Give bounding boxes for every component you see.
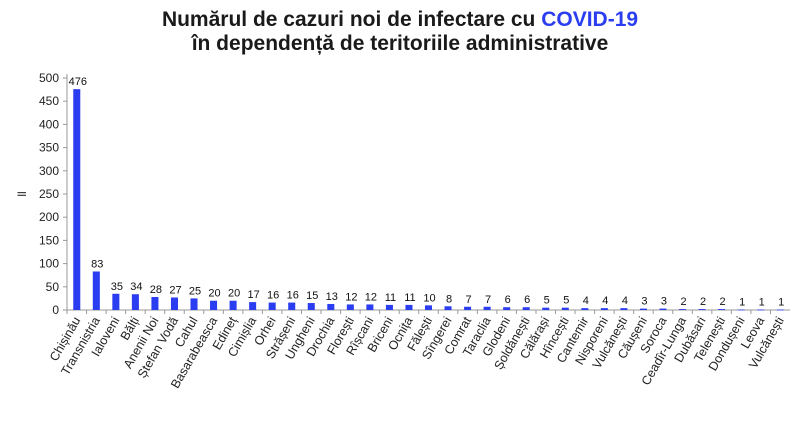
bar [542,307,550,310]
data-label: 15 [306,290,318,302]
y-tick-label: 400 [39,117,59,131]
bar [92,271,100,310]
data-label: 2 [680,296,686,308]
y-tick-label: 150 [39,233,59,247]
bar [424,305,433,310]
data-label: 17 [248,289,260,301]
bar [483,306,491,310]
data-label: 7 [466,294,472,306]
bar [620,308,628,310]
bar [659,308,667,310]
bar [112,293,120,310]
data-label: 20 [208,288,220,300]
data-label: 16 [287,290,299,302]
bar [444,306,452,310]
data-label: 3 [661,296,667,308]
data-label: 6 [524,294,530,306]
bar [561,307,569,310]
data-label: 10 [423,292,435,304]
data-label: 35 [111,281,123,293]
data-label: 2 [700,296,706,308]
data-label: 27 [169,284,181,296]
bar [131,294,139,310]
bar [307,303,315,310]
bar [405,304,413,310]
bar [151,297,159,310]
data-label: 16 [267,290,279,302]
bar [288,302,296,310]
title-accent: COVID-19 [541,8,639,31]
data-label: 6 [505,294,511,306]
data-label: 11 [385,292,396,304]
bar [249,302,257,310]
bar [346,304,354,310]
y-tick-label: 0 [52,303,59,317]
title-line-1: Numărul de cazuri noi de infectare cu CO… [0,8,800,32]
chart-title: Numărul de cazuri noi de infectare cu CO… [0,8,800,56]
bar [600,308,608,310]
y-tick-label: 350 [39,141,59,155]
bar [327,303,335,310]
bar [190,298,198,310]
bar [385,304,393,310]
bar [757,309,765,311]
data-label: 28 [150,284,162,296]
bar [522,307,530,310]
bar [718,309,726,310]
bar [639,308,647,310]
bar [268,302,276,310]
data-label: 34 [130,281,142,293]
data-label: 20 [228,288,240,300]
y-axis-label: ll [15,191,29,196]
data-label: 13 [326,291,338,303]
data-label: 25 [189,285,201,297]
data-label: 3 [641,296,647,308]
data-label: 1 [739,297,745,309]
bar [170,297,178,310]
data-label: 12 [345,291,357,303]
bar [73,89,81,310]
bar [679,309,687,310]
data-label: 7 [485,294,491,306]
title-line-2: în dependență de teritoriile administrat… [191,32,609,55]
y-tick-label: 500 [39,71,59,85]
y-tick-label: 50 [46,280,60,294]
y-tick-label: 450 [39,94,59,108]
bar [503,307,511,310]
data-label: 83 [91,258,103,270]
data-label: 4 [602,295,608,307]
data-label: 4 [622,295,628,307]
data-label: 1 [778,297,784,309]
data-label: 5 [563,295,569,307]
y-tick-label: 300 [39,164,59,178]
data-label: 476 [69,76,87,88]
bar [776,309,784,311]
bar [210,300,218,310]
data-label: 12 [365,291,377,303]
data-label: 2 [720,296,726,308]
y-tick-label: 250 [39,187,59,201]
bar [581,308,589,310]
bar [366,304,374,310]
y-tick-label: 100 [39,257,59,271]
bar [737,309,745,311]
bar [464,306,472,310]
bar [698,309,706,310]
y-tick-label: 200 [39,210,59,224]
data-label: 1 [759,297,765,309]
title-prefix: Numărul de cazuri noi de infectare cu [161,8,542,31]
bar [229,300,237,310]
data-label: 4 [583,295,589,307]
data-label: 11 [404,292,415,304]
data-label: 5 [544,295,550,307]
data-label: 8 [446,293,452,305]
